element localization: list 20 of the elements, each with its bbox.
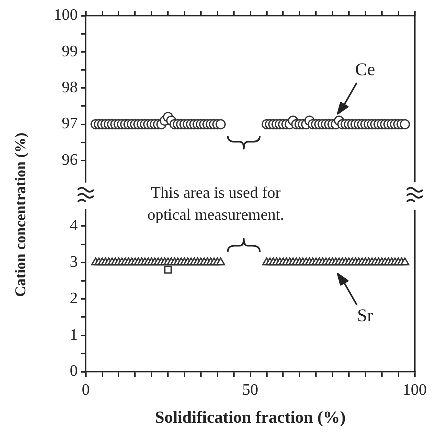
point	[216, 119, 226, 130]
y-tick-label: 98	[62, 80, 78, 97]
annotation: Sr	[357, 306, 374, 326]
y-tick-label: 99	[62, 43, 78, 60]
x-tick-label: 50	[242, 382, 258, 399]
y-tick-label: 3	[70, 254, 78, 271]
y-tick-label: 0	[70, 363, 78, 380]
x-axis-title: Solidification fraction (%)	[155, 408, 346, 428]
x-tick-label: 0	[82, 382, 90, 399]
x-tick-label: 100	[403, 382, 427, 399]
y-tick-label: 1	[70, 326, 78, 344]
y-axis-title: Cation concentration (%)	[14, 132, 30, 298]
annotation: This area is used for optical measurement.	[148, 185, 284, 224]
y-tick-label: 2	[70, 290, 78, 308]
y-tick-label: 96	[62, 152, 78, 169]
point	[400, 119, 410, 130]
y-tick-label: 4	[70, 218, 78, 235]
annotation: Ce	[355, 59, 376, 80]
y-tick-label: 100	[54, 7, 78, 24]
y-tick-label: 97	[62, 116, 78, 133]
